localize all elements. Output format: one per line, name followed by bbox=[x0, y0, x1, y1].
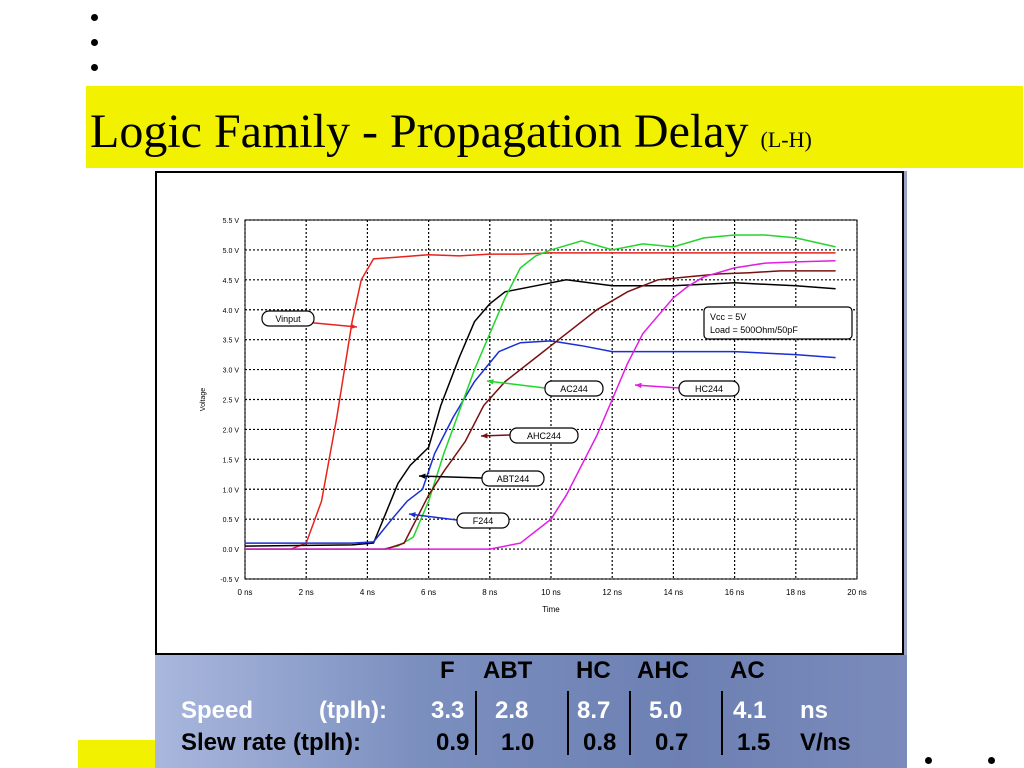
callout-box-f244 bbox=[456, 512, 510, 529]
callout-arrow-ac244 bbox=[486, 380, 546, 389]
y-tick-label: 0.5 V bbox=[223, 517, 240, 524]
callout-label-f244: F244 bbox=[473, 516, 494, 526]
bullet-dot bbox=[925, 757, 932, 764]
callout-label-ac244: AC244 bbox=[560, 384, 588, 394]
callout-box-vinput bbox=[261, 310, 315, 327]
y-tick-label: 4.5 V bbox=[223, 278, 240, 285]
conditions-text: Load = 500Ohm/50pF bbox=[710, 325, 798, 335]
speed-abt: 2.8 bbox=[495, 697, 529, 724]
y-tick-label: -0.5 V bbox=[220, 577, 239, 584]
x-tick-label: 16 ns bbox=[725, 588, 745, 597]
x-tick-label: 18 ns bbox=[786, 588, 806, 597]
series-line-vinput bbox=[245, 252, 836, 550]
slew-ac: 1.5 bbox=[737, 729, 771, 756]
series-line-abt244 bbox=[244, 279, 836, 547]
x-tick-label: 6 ns bbox=[421, 588, 436, 597]
series-line-ac244 bbox=[245, 234, 836, 550]
slide-title-text: Logic Family - Propagation Delay bbox=[90, 105, 749, 158]
x-tick-label: 14 ns bbox=[664, 588, 684, 597]
conditions-box bbox=[703, 306, 853, 340]
callout-arrow-f244 bbox=[408, 513, 458, 521]
y-tick-label: 1.0 V bbox=[223, 487, 240, 494]
series-line-hc244 bbox=[245, 259, 836, 550]
series-line-f244 bbox=[245, 340, 836, 544]
bullet-dot bbox=[91, 14, 98, 21]
bottom-yellow-band bbox=[78, 740, 168, 768]
callout-arrowhead-hc244 bbox=[635, 382, 642, 389]
header-f: F bbox=[440, 657, 455, 684]
title-band bbox=[86, 86, 1023, 168]
column-separator bbox=[475, 691, 477, 755]
x-tick-label: 2 ns bbox=[299, 588, 314, 597]
conditions-text: Vcc = 5V bbox=[710, 312, 746, 322]
bullet-dot bbox=[91, 64, 98, 71]
callout-box-ahc244 bbox=[509, 427, 579, 444]
callout-arrow-hc244 bbox=[634, 384, 680, 389]
x-tick-label: 8 ns bbox=[482, 588, 497, 597]
speed-label: Speed bbox=[181, 697, 254, 724]
y-tick-label: 2.0 V bbox=[223, 427, 240, 434]
slew-label: Slew rate (tplh): bbox=[181, 729, 362, 756]
header-ahc: AHC bbox=[637, 657, 689, 684]
header-abt: ABT bbox=[483, 657, 533, 684]
callout-box-ac244 bbox=[544, 380, 604, 397]
header-hc: HC bbox=[576, 657, 611, 684]
callout-arrowhead-vinput bbox=[350, 323, 357, 330]
y-tick-label: 1.5 V bbox=[223, 457, 240, 464]
slide-title: Logic Family - Propagation Delay (L-H) bbox=[90, 104, 812, 168]
x-tick-label: 10 ns bbox=[541, 588, 561, 597]
y-tick-label: 5.0 V bbox=[223, 248, 240, 255]
bullet-dot bbox=[988, 757, 995, 764]
callout-arrow-abt244 bbox=[418, 475, 483, 479]
slew-unit: V/ns bbox=[800, 729, 851, 756]
y-tick-label: 4.0 V bbox=[223, 308, 240, 315]
y-axis-label: Voltage bbox=[200, 388, 207, 411]
callout-arrowhead-abt244 bbox=[419, 473, 426, 479]
speed-unit: ns bbox=[800, 697, 829, 724]
speed-hc: 8.7 bbox=[577, 697, 611, 724]
callout-label-hc244: HC244 bbox=[695, 384, 723, 394]
y-tick-label: 2.5 V bbox=[223, 398, 240, 405]
slide-title-suffix: (L-H) bbox=[760, 127, 812, 152]
x-tick-label: 0 ns bbox=[237, 588, 252, 597]
column-separator bbox=[721, 691, 723, 755]
callout-label-vinput: Vinput bbox=[275, 314, 301, 324]
speed-ac: 4.1 bbox=[733, 697, 767, 724]
callout-label-abt244: ABT244 bbox=[497, 474, 530, 484]
callout-arrowhead-f244 bbox=[409, 512, 416, 518]
x-tick-label: 4 ns bbox=[360, 588, 375, 597]
callout-label-ahc244: AHC244 bbox=[527, 431, 561, 441]
callout-arrowhead-ahc244 bbox=[481, 433, 488, 439]
x-tick-label: 12 ns bbox=[602, 588, 622, 597]
chart-frame: 0 ns 2 ns 4 ns 6 ns 8 ns 10 ns 12 ns 14 ns 16 ns… bbox=[155, 171, 904, 655]
speed-f: 3.3 bbox=[431, 697, 465, 724]
column-separator bbox=[629, 691, 631, 755]
callout-box-hc244 bbox=[678, 380, 740, 397]
speed-param: (tplh): bbox=[319, 697, 387, 724]
y-tick-label: 5.5 V bbox=[223, 218, 240, 225]
slew-ahc: 0.7 bbox=[655, 729, 689, 756]
callout-arrowhead-ac244 bbox=[487, 379, 494, 385]
y-tick-label: 0.0 V bbox=[223, 547, 240, 554]
propagation-delay-chart: 0 ns 2 ns 4 ns 6 ns 8 ns 10 ns 12 ns 14 ns 16 ns… bbox=[200, 218, 867, 614]
bullet-dot bbox=[91, 39, 98, 46]
header-ac: AC bbox=[730, 657, 765, 684]
y-tick-label: 3.0 V bbox=[223, 368, 240, 375]
speed-ahc: 5.0 bbox=[649, 697, 683, 724]
spec-table: F ABT HC AHC AC Speed (tplh): 3.3 2.8 8.… bbox=[155, 655, 907, 768]
x-tick-label: 20 ns bbox=[847, 588, 867, 597]
series-line-ahc244 bbox=[245, 270, 836, 550]
x-axis-label: Time bbox=[542, 605, 560, 614]
callout-box-abt244 bbox=[481, 470, 545, 487]
slew-hc: 0.8 bbox=[583, 729, 617, 756]
y-tick-label: 3.5 V bbox=[223, 338, 240, 345]
slew-abt: 1.0 bbox=[501, 729, 535, 756]
column-separator bbox=[567, 691, 569, 755]
slew-f: 0.9 bbox=[436, 729, 470, 756]
